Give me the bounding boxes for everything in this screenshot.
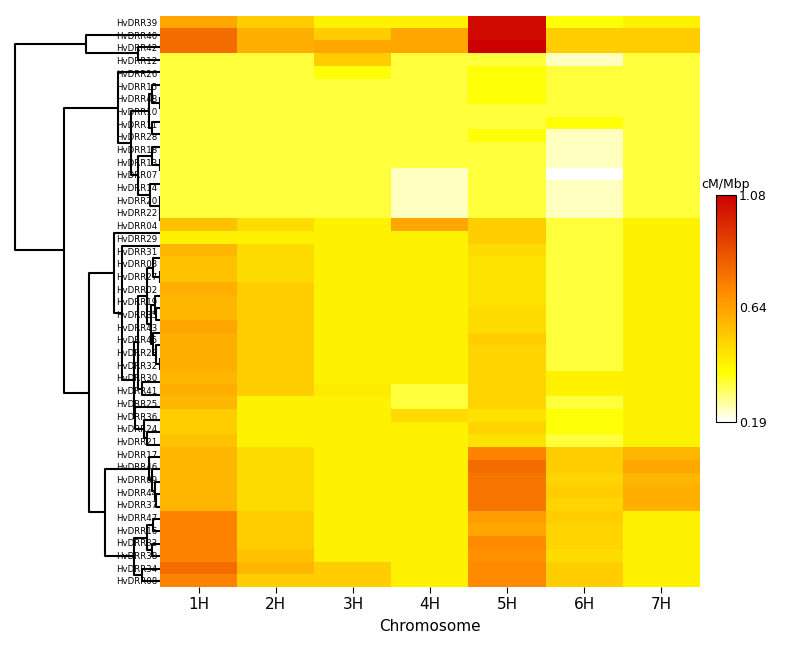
X-axis label: Chromosome: Chromosome — [379, 619, 481, 634]
Title: cM/Mbp: cM/Mbp — [702, 178, 750, 191]
